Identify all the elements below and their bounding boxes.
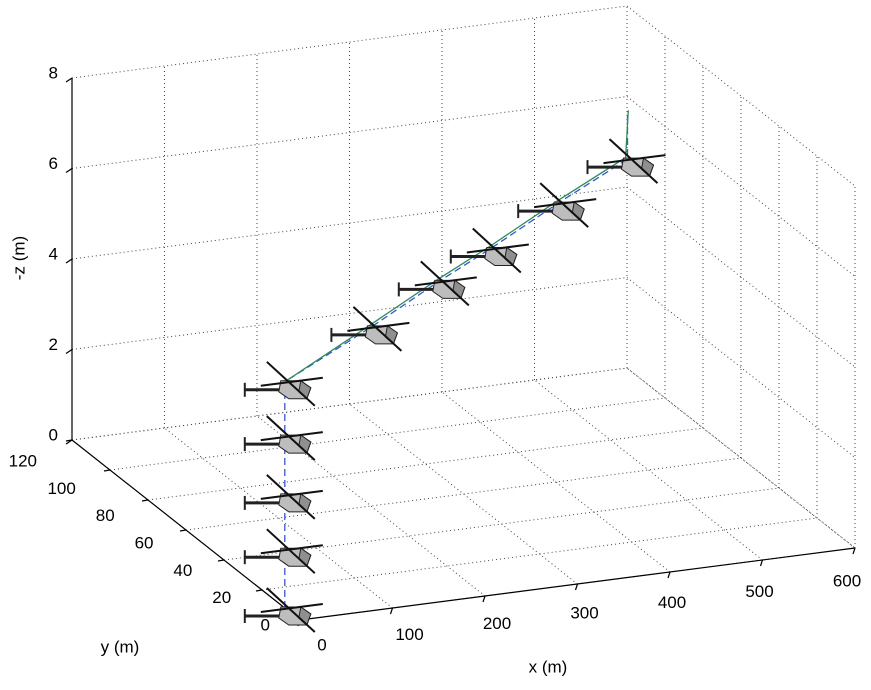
- rotor: [260, 544, 323, 555]
- rotor: [534, 198, 597, 209]
- grid-line: [626, 5, 856, 187]
- rotor: [352, 306, 403, 352]
- x-tick-label: 400: [658, 593, 686, 612]
- rotor: [266, 361, 316, 407]
- rotor: [420, 260, 470, 307]
- rotor: [539, 182, 589, 228]
- y-tick-label: 20: [212, 588, 231, 607]
- x-axis-label: x (m): [529, 657, 568, 676]
- grid-line: [256, 415, 486, 597]
- tick-mark: [255, 589, 263, 592]
- grid-line: [626, 96, 856, 277]
- grid-line: [164, 427, 393, 609]
- tick-mark: [65, 168, 73, 173]
- helicopter: [330, 306, 410, 352]
- tick-mark: [65, 258, 73, 264]
- x-tick-label: 300: [570, 603, 598, 622]
- grid-line: [349, 403, 578, 585]
- x-tick-label: 100: [395, 625, 423, 644]
- helicopter: [243, 528, 323, 574]
- rotor: [466, 243, 529, 254]
- grid-line: [626, 367, 856, 549]
- helicopter: [586, 138, 666, 184]
- helicopter: [449, 227, 529, 274]
- grid-line: [441, 391, 671, 573]
- tick-mark: [574, 583, 579, 591]
- rotor: [414, 276, 477, 287]
- helicopter: [243, 361, 323, 407]
- tick-mark: [179, 529, 187, 532]
- grid-line: [534, 379, 763, 561]
- rotor: [266, 415, 316, 461]
- rotor: [603, 154, 666, 165]
- tick-mark: [482, 595, 486, 603]
- tick-mark: [65, 349, 73, 354]
- helicopter: [243, 415, 323, 461]
- rotor: [266, 528, 316, 574]
- x-tick-label: 600: [833, 571, 861, 590]
- x-tick-label: 200: [483, 614, 511, 633]
- tick-mark: [65, 77, 73, 83]
- rotor: [260, 376, 323, 387]
- z-tick-label: 6: [49, 154, 58, 173]
- rotor: [347, 321, 410, 332]
- rotor: [472, 227, 522, 274]
- y-tick-label: 80: [96, 506, 115, 525]
- rotor: [260, 431, 323, 442]
- tick-mark: [759, 559, 764, 567]
- z-axis-label: -z (m): [9, 236, 28, 280]
- z-tick-label: 2: [49, 335, 58, 354]
- rotor: [260, 489, 323, 500]
- x-tick-label: 0: [317, 635, 326, 654]
- tick-mark: [103, 469, 111, 472]
- tick-mark: [141, 499, 149, 502]
- y-tick-label: 40: [173, 561, 192, 580]
- rotor: [266, 474, 316, 520]
- y-tick-label: 60: [135, 533, 154, 552]
- y-tick-label: 120: [9, 451, 37, 470]
- grid-line: [626, 277, 856, 458]
- y-axis-label: y (m): [101, 637, 140, 656]
- helicopter: [243, 474, 323, 520]
- grid-line: [626, 186, 856, 368]
- helicopter: [397, 260, 477, 307]
- tick-mark: [667, 571, 671, 579]
- rotor: [266, 587, 316, 633]
- x-tick-label: 500: [745, 582, 773, 601]
- helicopter: [243, 587, 323, 633]
- rotor: [608, 138, 659, 184]
- y-tick-label: 0: [261, 615, 270, 634]
- z-tick-label: 8: [49, 63, 58, 82]
- z-tick-label: 4: [49, 244, 58, 263]
- z-tick-label: 0: [49, 425, 58, 444]
- y-tick-label: 100: [47, 479, 75, 498]
- tick-mark: [852, 547, 856, 555]
- tick-mark: [65, 439, 73, 445]
- rotor: [260, 603, 323, 613]
- tick-mark: [389, 607, 394, 615]
- helicopter: [517, 182, 597, 228]
- tick-mark: [217, 559, 225, 562]
